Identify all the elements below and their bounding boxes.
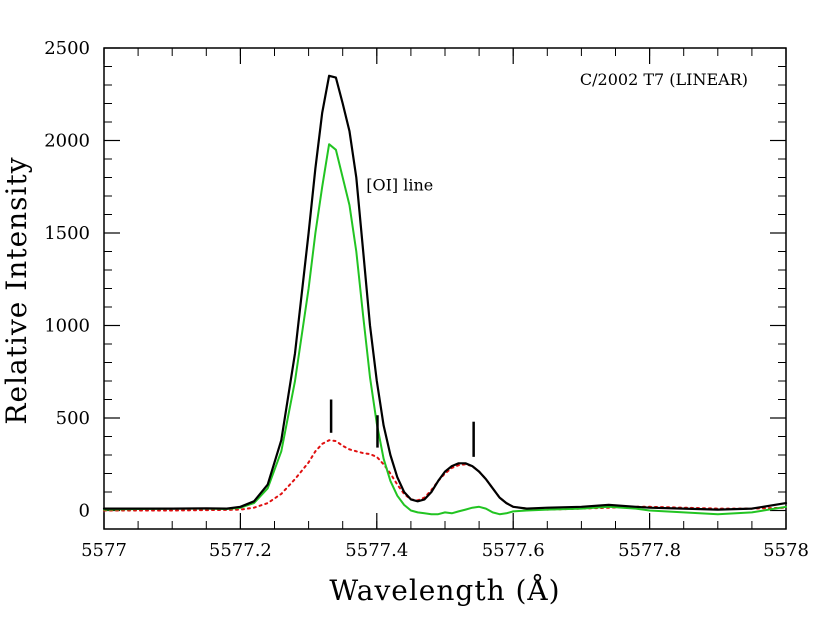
y-tick-label: 2500 <box>44 38 90 59</box>
x-tick-labels: 5577 5577.2 5577.4 5577.6 5577.8 5578 <box>81 540 809 561</box>
oi-line-annotation: [OI] line <box>366 175 433 194</box>
y-tick-label: 0 <box>79 501 90 522</box>
x-tick-label: 5578 <box>763 540 809 561</box>
x-tick-label: 5577.4 <box>345 540 408 561</box>
x-tick-label: 5577.8 <box>618 540 681 561</box>
y-tick-labels: 0 500 1000 1500 2000 2500 <box>44 38 90 522</box>
green-series-line <box>103 143 787 516</box>
black-series-line <box>102 74 788 511</box>
series-layer <box>102 74 788 516</box>
y-tick-label: 2000 <box>44 131 90 152</box>
line-markers <box>329 399 475 457</box>
x-tick-label: 5577 <box>81 540 127 561</box>
x-tick-label: 5577.6 <box>482 540 545 561</box>
plot-frame <box>103 47 787 530</box>
red-dotted-series-line <box>103 439 787 512</box>
y-tick-label: 500 <box>56 408 90 429</box>
y-axis-title: Relative Intensity <box>0 156 33 424</box>
chart-title: C/2002 T7 (LINEAR) <box>580 70 748 89</box>
y-tick-label: 1500 <box>44 223 90 244</box>
x-axis-title: Wavelength (Å) <box>329 574 560 607</box>
axis-ticks <box>103 47 787 530</box>
y-tick-label: 1000 <box>44 316 90 337</box>
x-tick-label: 5577.2 <box>209 540 272 561</box>
